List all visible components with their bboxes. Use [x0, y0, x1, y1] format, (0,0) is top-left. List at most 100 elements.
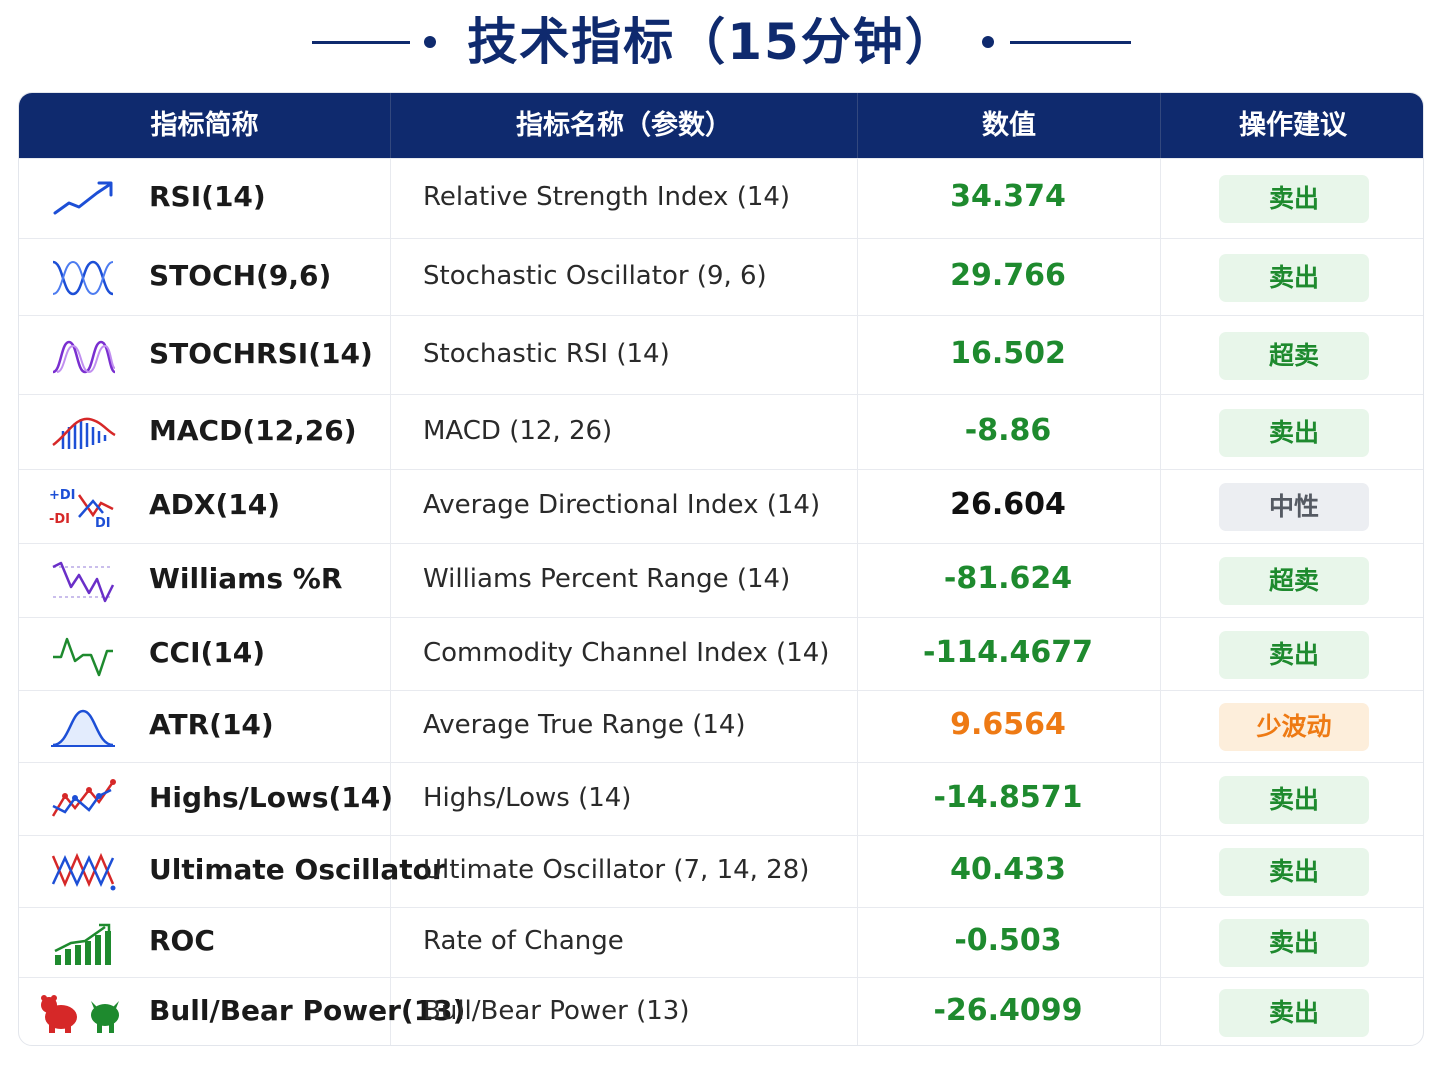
cci-icon	[49, 631, 117, 679]
table-header: 指标简称 指标名称（参数） 数值 操作建议	[19, 93, 1423, 158]
indicator-abbr: CCI(14)	[149, 635, 266, 669]
indicator-name: Rate of Change	[423, 926, 624, 956]
indicator-abbr: ROC	[149, 924, 215, 957]
bull-bear-icon	[41, 989, 119, 1037]
header-divider	[857, 93, 858, 158]
title-decor-dot-right	[982, 36, 994, 48]
table-row: Highs/Lows(14) Highs/Lows (14) -14.8571 卖出	[19, 762, 1423, 836]
indicator-name: MACD (12, 26)	[423, 415, 613, 446]
indicator-abbr: STOCH(9,6)	[149, 258, 332, 292]
column-divider	[390, 159, 391, 239]
indicator-value: 29.766	[950, 257, 1066, 293]
table-row: STOCH(9,6) Stochastic Oscillator (9, 6) 29…	[19, 238, 1423, 316]
indicator-value: -14.8571	[933, 779, 1083, 815]
action-badge: 少波动	[1219, 703, 1369, 751]
column-divider	[1160, 395, 1161, 470]
column-divider	[857, 470, 858, 544]
column-divider	[390, 470, 391, 544]
column-divider	[390, 763, 391, 836]
column-divider	[390, 836, 391, 908]
indicator-name: Average Directional Index (14)	[423, 490, 821, 520]
table-row: Ultimate Oscillator Ultimate Oscillator (…	[19, 835, 1423, 908]
action-badge: 卖出	[1219, 775, 1369, 824]
indicator-value: -114.4677	[923, 634, 1093, 670]
indicator-abbr: RSI(14)	[149, 180, 266, 213]
indicator-name: Ultimate Oscillator (7, 14, 28)	[423, 855, 810, 885]
column-divider	[1160, 836, 1161, 908]
header-abbr: 指标简称	[150, 110, 259, 141]
indicator-abbr: ATR(14)	[149, 708, 274, 741]
title-decor-dot-left	[424, 36, 436, 48]
column-divider	[390, 978, 391, 1045]
stoch-waves-icon	[49, 254, 117, 302]
column-divider	[857, 395, 858, 470]
title-decor-line-left	[312, 41, 410, 44]
header-divider	[1160, 93, 1161, 158]
indicator-name: Highs/Lows (14)	[423, 782, 632, 813]
column-divider	[390, 618, 391, 691]
indicator-value: -0.503	[954, 923, 1062, 958]
table-row: MACD(12,26) MACD (12, 26) -8.86 卖出	[19, 394, 1423, 470]
column-divider	[1160, 763, 1161, 836]
indicator-name: Average True Range (14)	[423, 710, 746, 740]
highs-lows-icon	[49, 776, 117, 824]
title-bar: 技术指标（15分钟）	[0, 0, 1448, 88]
indicator-value: 9.6564	[950, 707, 1066, 742]
indicator-abbr: Bull/Bear Power(13)	[149, 994, 466, 1027]
indicator-abbr: Williams %R	[149, 562, 343, 595]
roc-bars-icon	[49, 919, 117, 967]
action-badge: 卖出	[1219, 408, 1369, 457]
indicator-name: Commodity Channel Index (14)	[423, 637, 830, 668]
column-divider	[857, 239, 858, 316]
column-divider	[857, 763, 858, 836]
table-row: ATR(14) Average True Range (14) 9.6564 少波动	[19, 690, 1423, 763]
indicator-name: Stochastic Oscillator (9, 6)	[423, 260, 767, 291]
adx-minus-di-label: -DI	[49, 512, 70, 527]
column-divider	[390, 544, 391, 618]
column-divider	[857, 978, 858, 1045]
action-badge: 卖出	[1219, 919, 1369, 967]
header-divider	[390, 93, 391, 158]
indicator-value: 34.374	[950, 179, 1066, 214]
column-divider	[857, 836, 858, 908]
column-divider	[1160, 316, 1161, 395]
column-divider	[1160, 544, 1161, 618]
column-divider	[857, 908, 858, 978]
indicator-abbr: STOCHRSI(14)	[149, 336, 373, 370]
action-badge: 卖出	[1219, 989, 1369, 1037]
column-divider	[1160, 239, 1161, 316]
column-divider	[390, 239, 391, 316]
table-row: CCI(14) Commodity Channel Index (14) -114.…	[19, 617, 1423, 691]
column-divider	[1160, 159, 1161, 239]
indicator-abbr: Highs/Lows(14)	[149, 780, 394, 814]
indicator-value: -26.4099	[933, 993, 1083, 1028]
column-divider	[857, 544, 858, 618]
column-divider	[857, 316, 858, 395]
column-divider	[1160, 618, 1161, 691]
action-badge: 超卖	[1219, 557, 1369, 605]
column-divider	[857, 618, 858, 691]
indicator-abbr: Ultimate Oscillator	[149, 853, 446, 886]
atr-bell-curve-icon	[49, 703, 117, 751]
column-divider	[390, 395, 391, 470]
indicator-name: Bull/Bear Power (13)	[423, 996, 690, 1026]
indicator-value: 16.502	[950, 335, 1066, 371]
indicator-table: 指标简称 指标名称（参数） 数值 操作建议 RSI(14) Relative St…	[18, 92, 1424, 1046]
column-divider	[1160, 908, 1161, 978]
table-row: Bull/Bear Power(13) Bull/Bear Power (13) -…	[19, 977, 1423, 1045]
indicator-name: Stochastic RSI (14)	[423, 338, 670, 369]
indicator-abbr: MACD(12,26)	[149, 413, 357, 447]
table-row: STOCHRSI(14) Stochastic RSI (14) 16.502 超卖	[19, 315, 1423, 395]
adx-di-label: DI	[95, 516, 111, 531]
column-divider	[1160, 691, 1161, 763]
indicator-value: -81.624	[943, 561, 1073, 596]
action-badge: 卖出	[1219, 848, 1369, 896]
column-divider	[390, 691, 391, 763]
adx-di-icon: +DI -DI DI	[49, 483, 117, 531]
stochrsi-waves-icon	[49, 332, 117, 380]
rsi-trend-icon	[49, 175, 117, 223]
indicator-name: Williams Percent Range (14)	[423, 564, 791, 594]
column-divider	[390, 908, 391, 978]
table-row: ROC Rate of Change -0.503 卖出	[19, 907, 1423, 978]
header-name: 指标名称（参数）	[516, 110, 732, 141]
